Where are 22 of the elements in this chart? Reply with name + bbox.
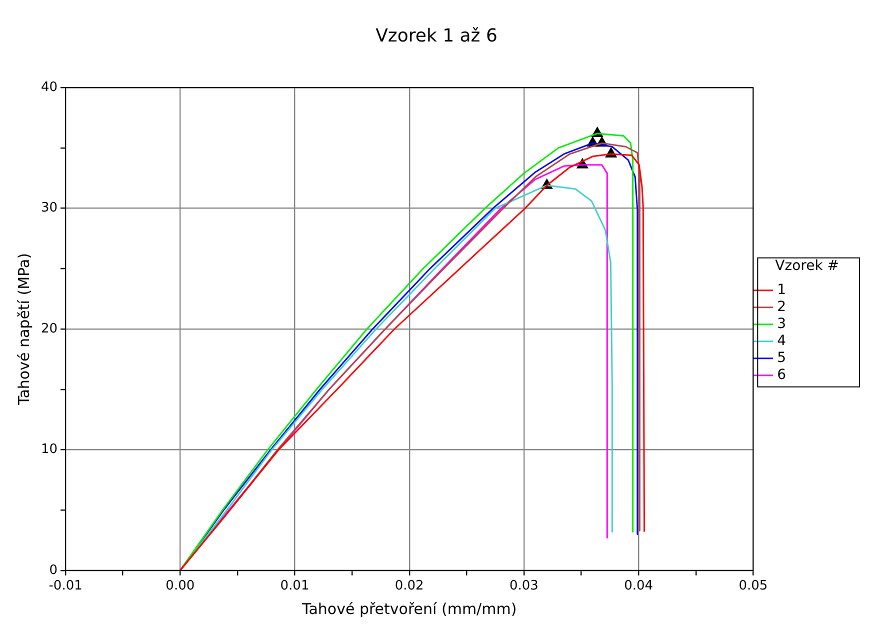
legend-label: 3 xyxy=(777,316,786,332)
legend-title: Vzorek # xyxy=(775,258,839,274)
x-tick-label: 0.05 xyxy=(738,578,768,594)
x-tick-label: 0.02 xyxy=(394,578,424,594)
x-tick-label: 0.04 xyxy=(624,578,654,594)
x-axis-title: Tahové přetvoření (mm/mm) xyxy=(301,600,517,618)
y-tick-label: 20 xyxy=(40,321,58,336)
legend-label: 5 xyxy=(777,350,786,366)
y-tick-label: 0 xyxy=(49,562,58,578)
y-tick-label: 40 xyxy=(40,80,58,95)
y-tick-label: 10 xyxy=(40,442,58,458)
x-tick-label: 0.00 xyxy=(166,578,195,594)
y-axis-title: Tahové napětí (MPa) xyxy=(14,253,33,406)
legend-label: 6 xyxy=(777,367,786,384)
x-tick-label: -0.01 xyxy=(48,578,82,594)
legend-label: 2 xyxy=(777,299,786,316)
x-tick-label: 0.03 xyxy=(509,578,538,594)
chart-title: Vzorek 1 až 6 xyxy=(376,25,498,46)
x-tick-label: 0.01 xyxy=(280,578,310,594)
legend-label: 1 xyxy=(777,282,786,298)
legend-label: 4 xyxy=(777,333,786,350)
y-tick-label: 30 xyxy=(40,200,58,216)
